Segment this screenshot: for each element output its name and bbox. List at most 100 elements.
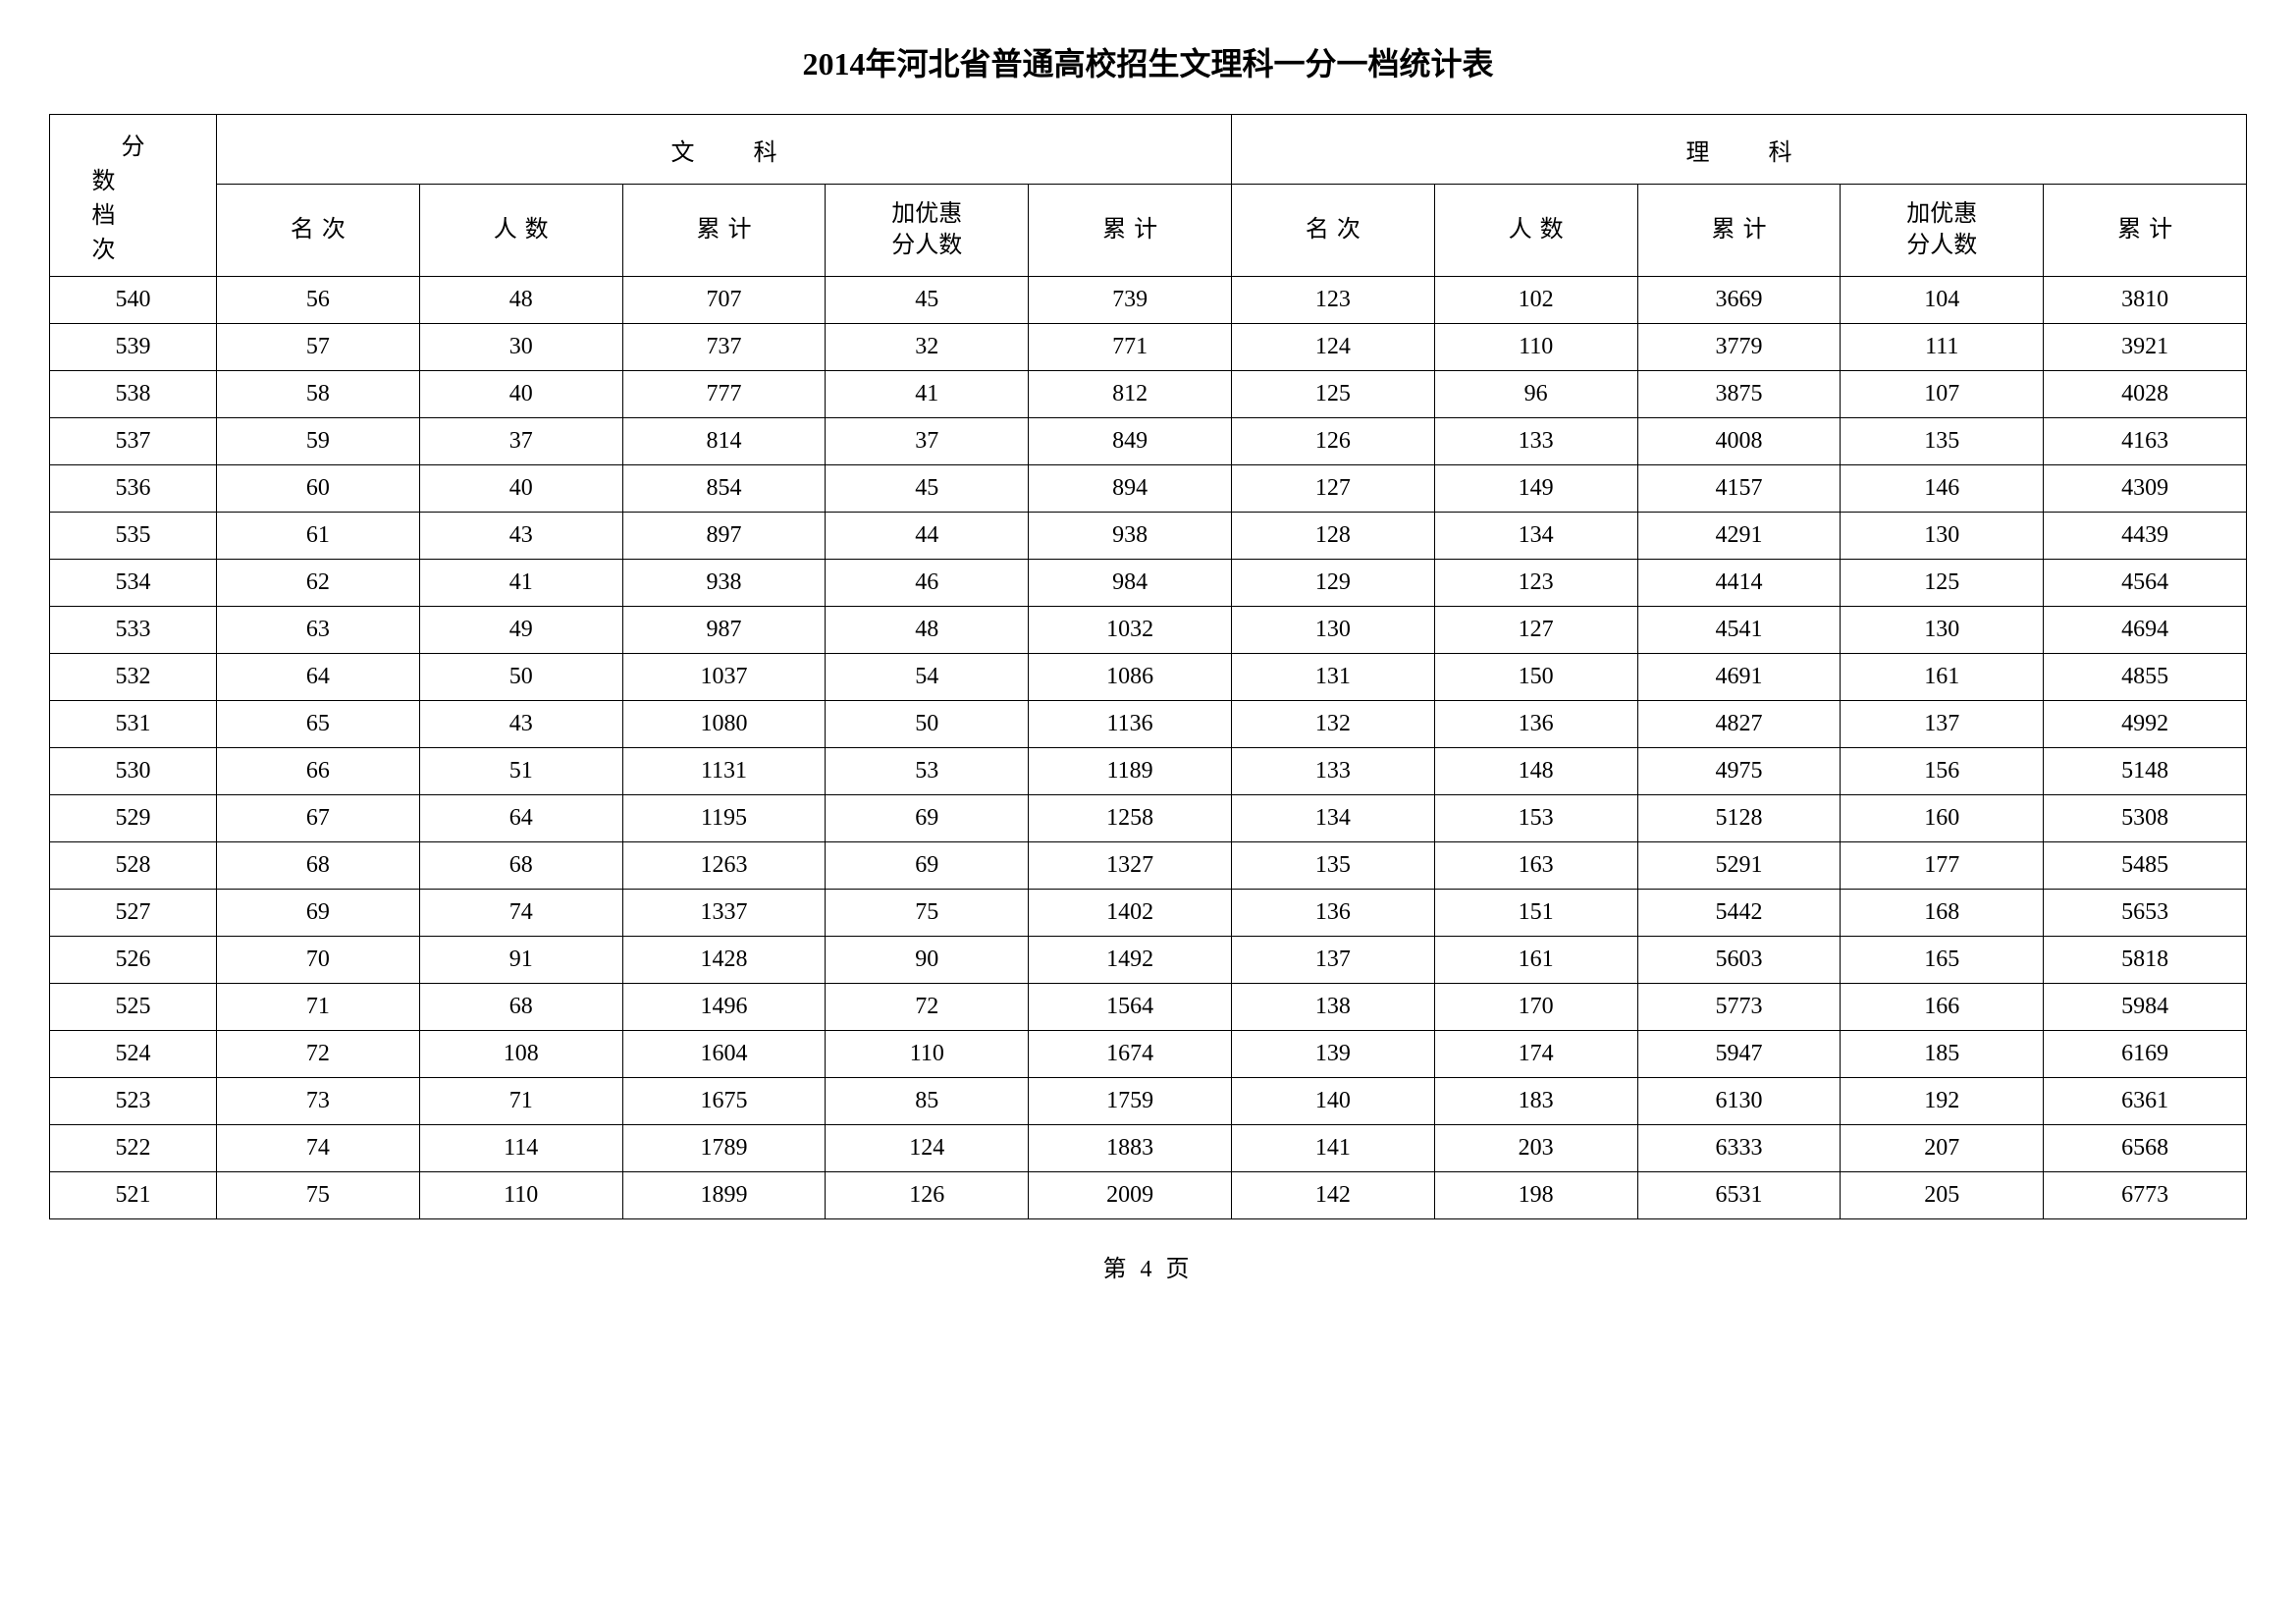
data-cell: 48: [826, 607, 1029, 654]
data-cell: 6361: [2044, 1078, 2247, 1125]
data-cell: 75: [826, 890, 1029, 937]
data-cell: 2009: [1029, 1172, 1232, 1219]
data-cell: 6773: [2044, 1172, 2247, 1219]
sub-header: 加优惠分人数: [1841, 185, 2044, 277]
data-cell: 59: [217, 418, 420, 465]
table-row: 5385840777418121259638751074028: [50, 371, 2247, 418]
sub-header: 人数: [419, 185, 622, 277]
data-cell: 102: [1434, 277, 1637, 324]
table-row: 5267091142890149213716156031655818: [50, 937, 2247, 984]
data-cell: 3875: [1637, 371, 1841, 418]
data-cell: 107: [1841, 371, 2044, 418]
data-cell: 739: [1029, 277, 1232, 324]
data-cell: 1789: [622, 1125, 826, 1172]
score-cell: 527: [50, 890, 217, 937]
score-cell: 537: [50, 418, 217, 465]
sub-header: 累计: [2044, 185, 2247, 277]
data-cell: 814: [622, 418, 826, 465]
data-cell: 4992: [2044, 701, 2247, 748]
data-cell: 5291: [1637, 842, 1841, 890]
data-cell: 70: [217, 937, 420, 984]
data-cell: 5818: [2044, 937, 2247, 984]
data-cell: 72: [217, 1031, 420, 1078]
data-cell: 54: [826, 654, 1029, 701]
data-cell: 127: [1434, 607, 1637, 654]
data-cell: 4827: [1637, 701, 1841, 748]
data-cell: 4975: [1637, 748, 1841, 795]
data-cell: 1337: [622, 890, 826, 937]
table-row: 5237371167585175914018361301926361: [50, 1078, 2247, 1125]
data-cell: 3779: [1637, 324, 1841, 371]
score-cell: 540: [50, 277, 217, 324]
data-cell: 127: [1231, 465, 1434, 513]
data-cell: 984: [1029, 560, 1232, 607]
data-cell: 153: [1434, 795, 1637, 842]
score-cell: 535: [50, 513, 217, 560]
data-cell: 41: [419, 560, 622, 607]
data-cell: 161: [1434, 937, 1637, 984]
data-cell: 91: [419, 937, 622, 984]
data-cell: 849: [1029, 418, 1232, 465]
table-row: 5296764119569125813415351281605308: [50, 795, 2247, 842]
data-cell: 1086: [1029, 654, 1232, 701]
data-cell: 64: [419, 795, 622, 842]
data-cell: 5947: [1637, 1031, 1841, 1078]
data-cell: 50: [826, 701, 1029, 748]
data-cell: 5603: [1637, 937, 1841, 984]
data-cell: 777: [622, 371, 826, 418]
table-row: 533634998748103213012745411304694: [50, 607, 2247, 654]
data-cell: 1131: [622, 748, 826, 795]
score-cell: 529: [50, 795, 217, 842]
data-cell: 1402: [1029, 890, 1232, 937]
table-row: 53957307373277112411037791113921: [50, 324, 2247, 371]
data-cell: 207: [1841, 1125, 2044, 1172]
data-cell: 1496: [622, 984, 826, 1031]
score-cell: 530: [50, 748, 217, 795]
data-cell: 166: [1841, 984, 2044, 1031]
score-header: 分数档次: [50, 115, 217, 277]
data-cell: 149: [1434, 465, 1637, 513]
data-cell: 5128: [1637, 795, 1841, 842]
data-cell: 141: [1231, 1125, 1434, 1172]
data-cell: 48: [419, 277, 622, 324]
data-cell: 4855: [2044, 654, 2247, 701]
score-cell: 525: [50, 984, 217, 1031]
data-cell: 131: [1231, 654, 1434, 701]
table-header-groups: 分数档次 文科 理科: [50, 115, 2247, 185]
data-cell: 134: [1231, 795, 1434, 842]
data-cell: 203: [1434, 1125, 1637, 1172]
table-row: 5257168149672156413817057731665984: [50, 984, 2247, 1031]
data-cell: 156: [1841, 748, 2044, 795]
data-cell: 5984: [2044, 984, 2247, 1031]
data-cell: 4291: [1637, 513, 1841, 560]
score-cell: 531: [50, 701, 217, 748]
data-cell: 132: [1231, 701, 1434, 748]
data-cell: 160: [1841, 795, 2044, 842]
data-cell: 37: [419, 418, 622, 465]
score-cell: 524: [50, 1031, 217, 1078]
data-cell: 134: [1434, 513, 1637, 560]
data-cell: 4414: [1637, 560, 1841, 607]
data-cell: 44: [826, 513, 1029, 560]
table-header-sub: 名次 人数 累计 加优惠分人数 累计 名次 人数 累计 加优惠分人数 累计: [50, 185, 2247, 277]
table-row: 5316543108050113613213648271374992: [50, 701, 2247, 748]
data-cell: 125: [1231, 371, 1434, 418]
data-cell: 142: [1231, 1172, 1434, 1219]
data-cell: 938: [1029, 513, 1232, 560]
data-cell: 897: [622, 513, 826, 560]
group-header-arts: 文科: [217, 115, 1232, 185]
data-cell: 61: [217, 513, 420, 560]
data-cell: 6568: [2044, 1125, 2247, 1172]
data-cell: 139: [1231, 1031, 1434, 1078]
data-cell: 96: [1434, 371, 1637, 418]
data-cell: 1899: [622, 1172, 826, 1219]
data-cell: 133: [1434, 418, 1637, 465]
data-cell: 1327: [1029, 842, 1232, 890]
data-cell: 4564: [2044, 560, 2247, 607]
data-cell: 68: [419, 842, 622, 890]
data-cell: 192: [1841, 1078, 2044, 1125]
data-cell: 74: [419, 890, 622, 937]
data-cell: 50: [419, 654, 622, 701]
table-row: 522741141789124188314120363332076568: [50, 1125, 2247, 1172]
sub-header: 累计: [622, 185, 826, 277]
